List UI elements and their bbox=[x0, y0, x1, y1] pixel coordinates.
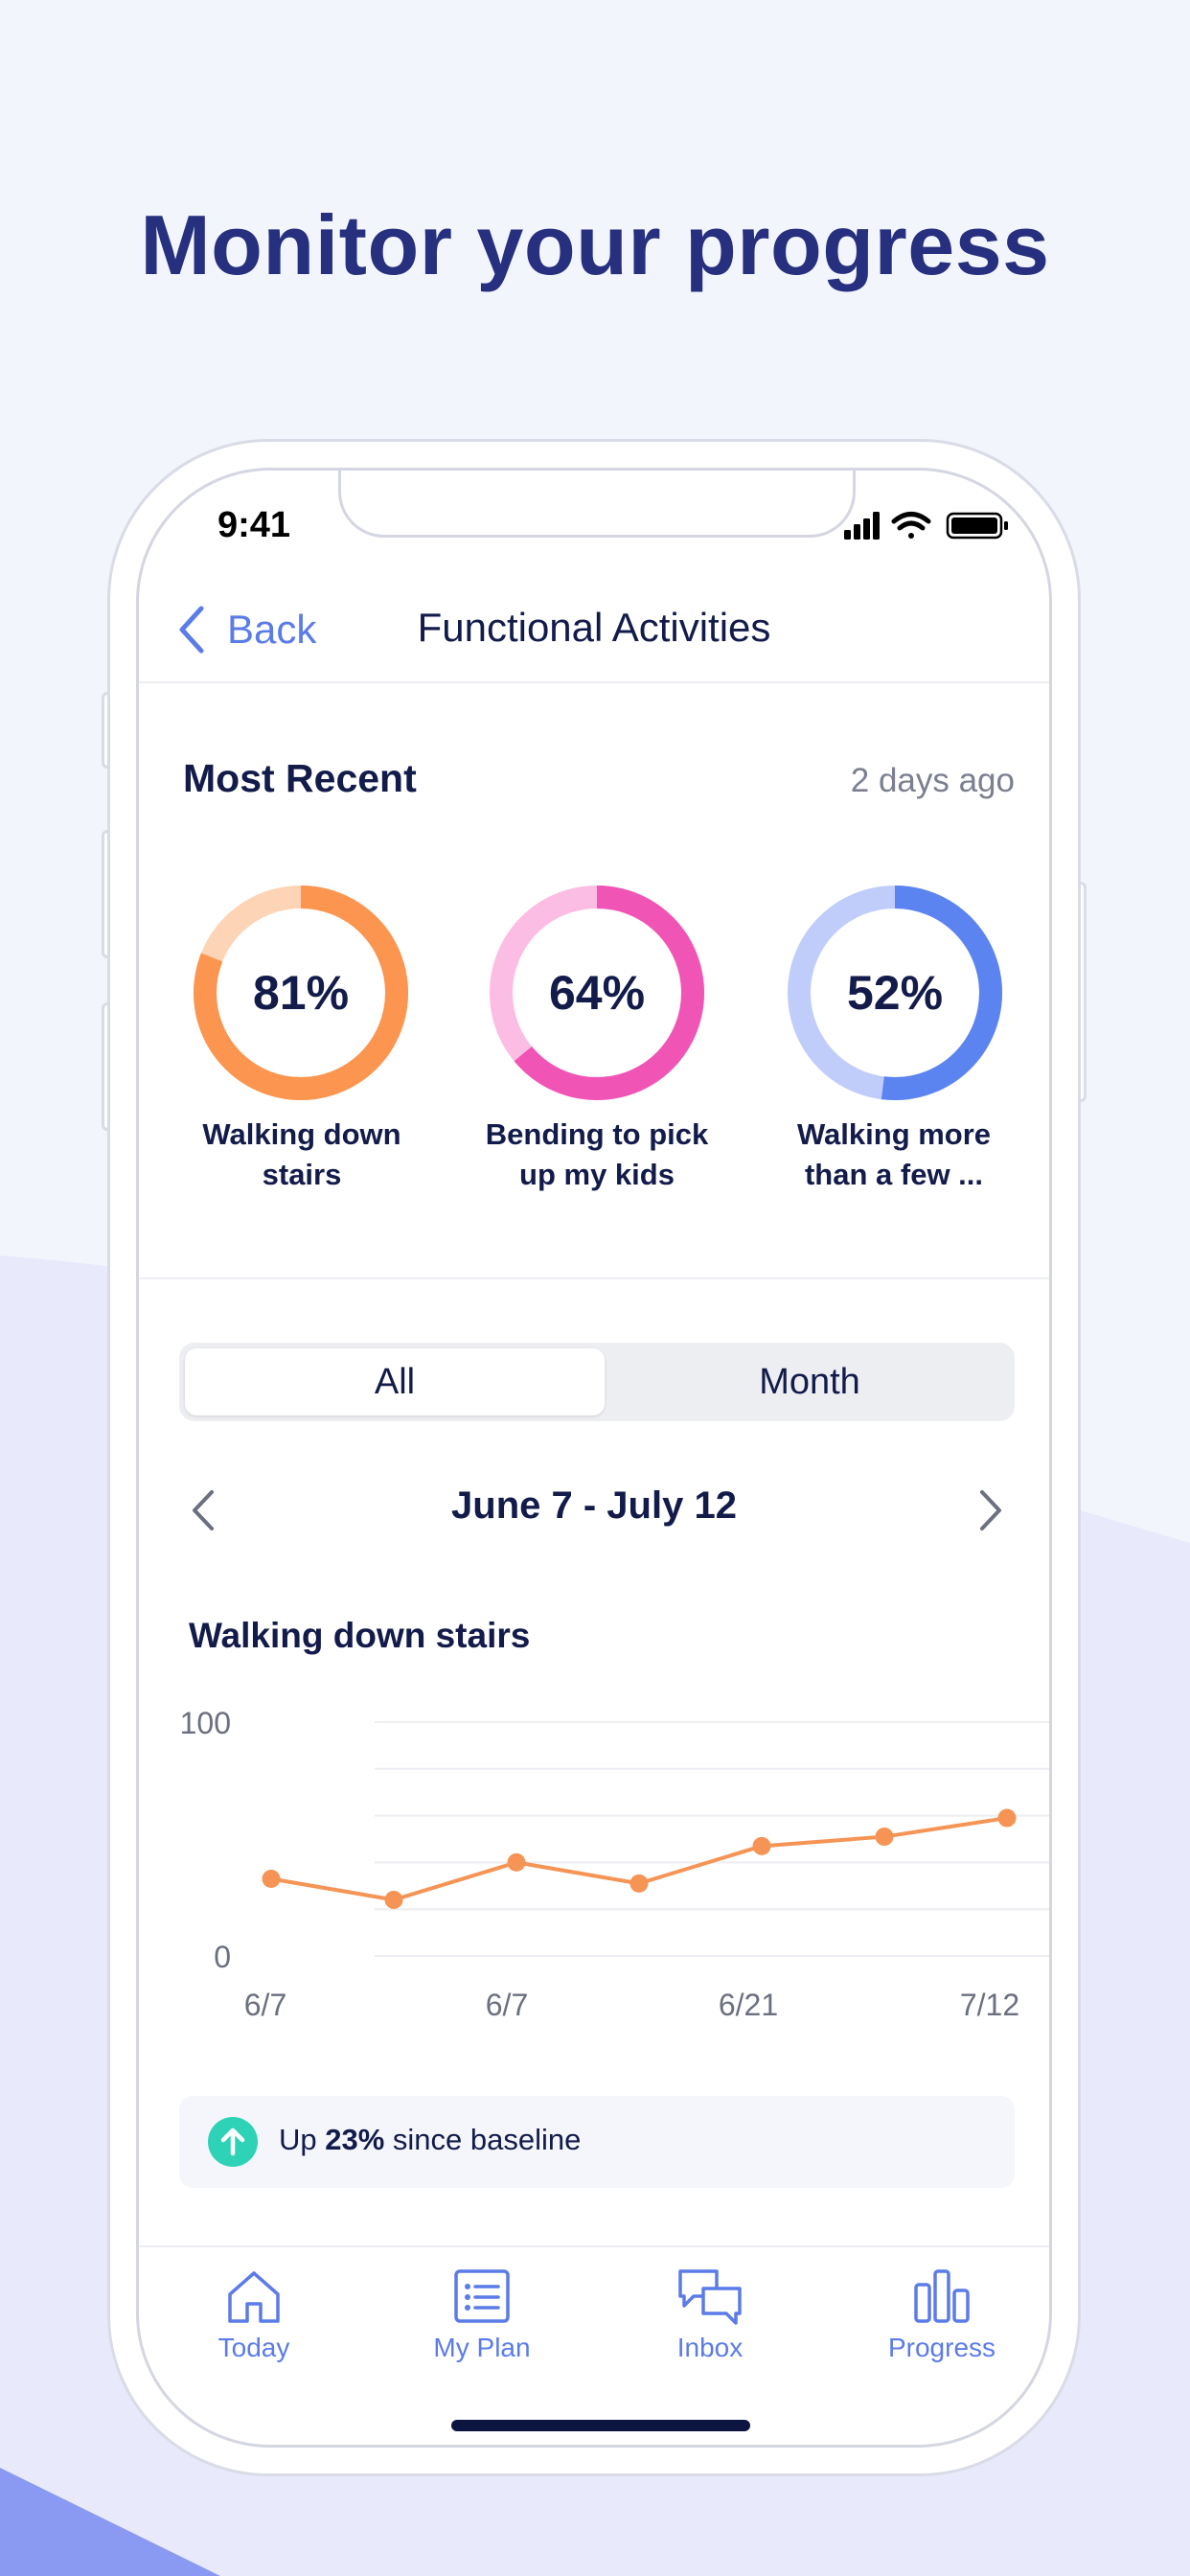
ring-walking-more[interactable] bbox=[780, 878, 1010, 1108]
ring-progress bbox=[490, 886, 704, 1100]
ring-progress bbox=[788, 886, 1002, 1100]
chevron-left-icon bbox=[179, 606, 204, 654]
most-recent-title: Most Recent bbox=[183, 756, 417, 800]
page-title: Functional Activities bbox=[417, 605, 771, 650]
chart-title: Walking down stairs bbox=[189, 1616, 531, 1655]
battery-icon bbox=[946, 512, 1008, 540]
ring-value: 64% bbox=[548, 966, 646, 1020]
ring-label: Bending to pick up my kids bbox=[485, 1117, 709, 1191]
ring-bending-to-pick-up[interactable] bbox=[482, 878, 712, 1108]
baseline-text: Up 23% since baseline bbox=[279, 2123, 582, 2156]
data-point bbox=[752, 1836, 771, 1855]
home-icon bbox=[228, 2271, 280, 2323]
data-point bbox=[875, 1828, 894, 1847]
plan-list-icon bbox=[454, 2269, 510, 2323]
line-chart: 100 0 6/7 6/7 6/21 7/12 bbox=[180, 1706, 1049, 2022]
y-tick-label: 0 bbox=[214, 1940, 231, 1974]
phone-screen: 9:41 Back Functional Activities Most Rec… bbox=[136, 468, 1052, 2448]
ring-walking-down-stairs[interactable] bbox=[186, 878, 416, 1108]
tab-label: Progress bbox=[887, 2333, 996, 2362]
status-time: 9:41 bbox=[217, 505, 291, 545]
tab-bar: Today My Plan Inbox Progress bbox=[139, 2248, 1049, 2421]
date-range-row: June 7 - July 12 bbox=[139, 1477, 1049, 1544]
data-point bbox=[629, 1874, 649, 1893]
tab-label: My Plan bbox=[433, 2333, 531, 2362]
tab-progress[interactable]: Progress bbox=[846, 2248, 1038, 2363]
tab-my-plan[interactable]: My Plan bbox=[386, 2248, 578, 2363]
tab-label: Today bbox=[217, 2333, 290, 2362]
tabbar-divider bbox=[139, 2245, 1049, 2247]
period-segmented-control: All Month bbox=[179, 1343, 1015, 1421]
segment-all[interactable]: All bbox=[185, 1348, 605, 1415]
segment-month[interactable]: Month bbox=[759, 1362, 860, 1402]
ring-progress bbox=[194, 886, 408, 1100]
x-tick-label: 6/7 bbox=[486, 1988, 528, 2022]
x-tick-label: 6/21 bbox=[719, 1988, 778, 2022]
ring-value: 52% bbox=[846, 966, 944, 1020]
back-label: Back bbox=[227, 607, 317, 652]
home-indicator bbox=[451, 2420, 750, 2431]
tab-label: Inbox bbox=[676, 2333, 744, 2362]
baseline-change: 23% bbox=[325, 2123, 385, 2156]
x-tick-label: 7/12 bbox=[960, 1988, 1019, 2022]
y-tick-label: 100 bbox=[180, 1706, 231, 1740]
headline: Monitor your progress bbox=[140, 197, 1050, 292]
nav-divider bbox=[139, 681, 1049, 683]
x-tick-label: 6/7 bbox=[244, 1988, 286, 2022]
baseline-callout: Up 23% since baseline bbox=[179, 2096, 1015, 2188]
notch bbox=[338, 471, 856, 538]
wifi-icon bbox=[891, 512, 931, 539]
status-icons bbox=[844, 512, 1008, 540]
most-recent-meta: 2 days ago bbox=[850, 762, 1015, 799]
arrow-up-circle-icon bbox=[208, 2117, 258, 2167]
bar-chart-icon bbox=[914, 2269, 970, 2323]
data-point bbox=[384, 1890, 403, 1909]
chevron-left-icon[interactable] bbox=[181, 1486, 229, 1534]
chat-bubbles-icon bbox=[678, 2269, 742, 2325]
back-button[interactable]: Back bbox=[177, 605, 316, 655]
date-range-label: June 7 - July 12 bbox=[451, 1484, 737, 1527]
ring-label: Walking more than a few ... bbox=[796, 1117, 992, 1191]
tab-today[interactable]: Today bbox=[158, 2248, 350, 2363]
chevron-right-icon[interactable] bbox=[965, 1486, 1013, 1534]
signal-icon bbox=[844, 512, 880, 540]
ring-label: Walking down stairs bbox=[202, 1117, 401, 1191]
data-point bbox=[507, 1852, 526, 1872]
data-point bbox=[262, 1869, 281, 1888]
tab-inbox[interactable]: Inbox bbox=[614, 2248, 806, 2363]
ring-value: 81% bbox=[252, 966, 350, 1020]
data-point bbox=[997, 1808, 1017, 1828]
section-divider bbox=[139, 1277, 1049, 1279]
